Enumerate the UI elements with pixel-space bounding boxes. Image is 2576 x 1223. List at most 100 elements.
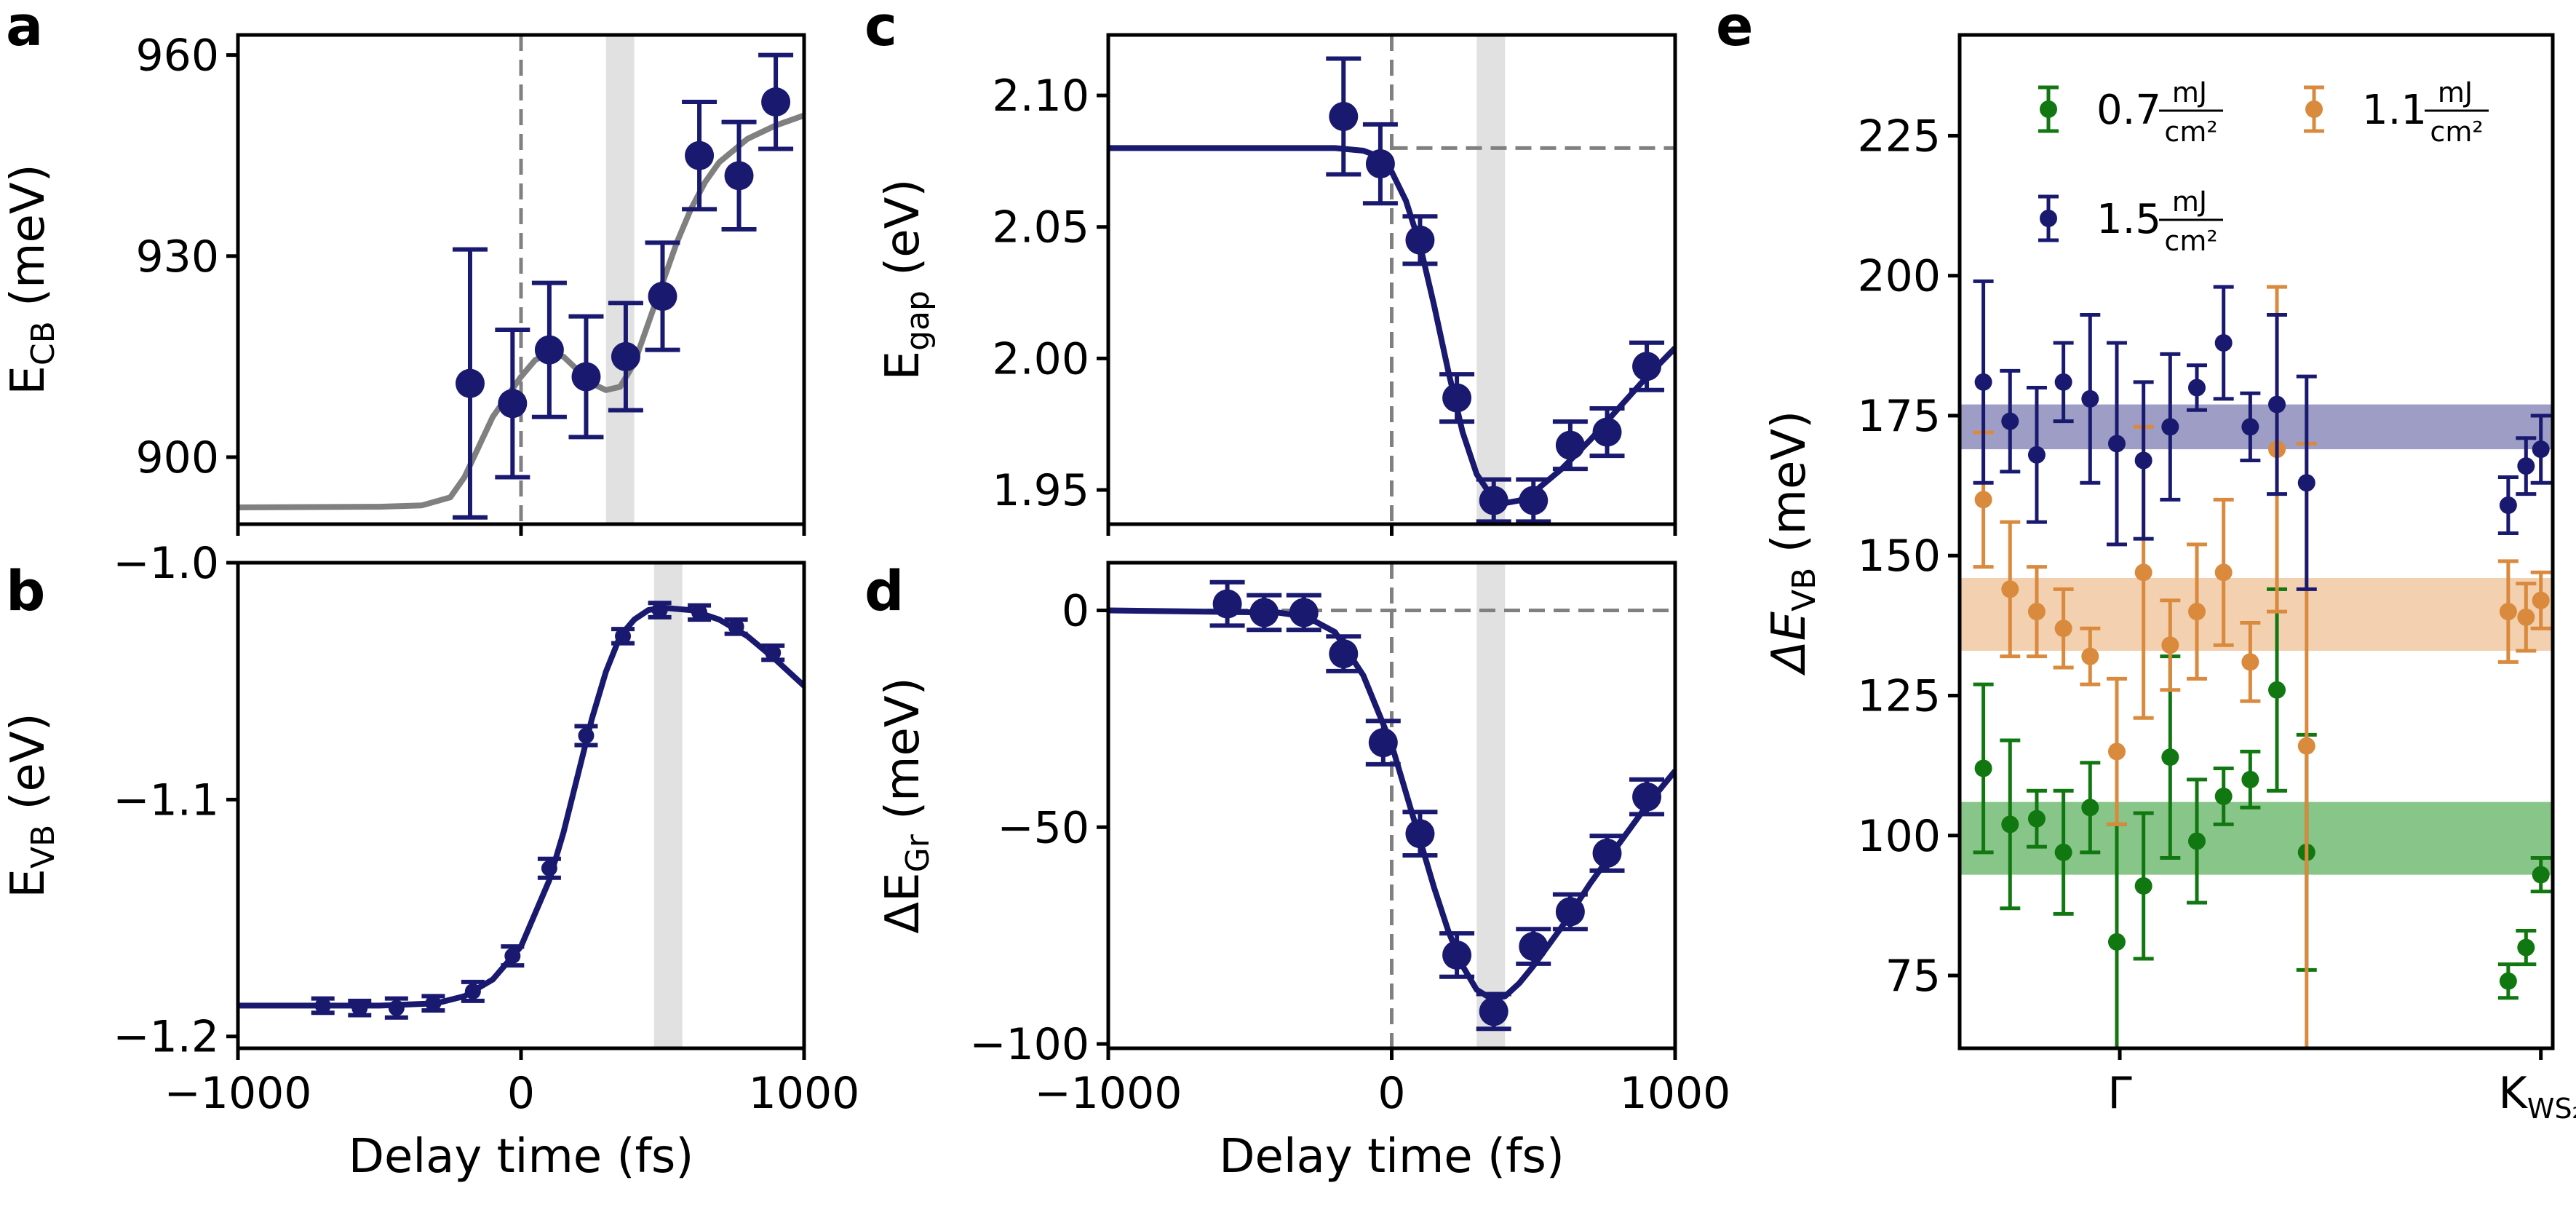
- data-point: [1592, 839, 1622, 868]
- data-point: [2532, 866, 2550, 884]
- legend-unit-numerator: mJ: [2172, 186, 2207, 218]
- legend-marker: [2040, 100, 2057, 118]
- series-2-point-13: [2497, 475, 2519, 535]
- series-2-point-9: [2213, 285, 2234, 401]
- y-axis-label-main: E: [1, 868, 55, 898]
- y-axis-label-unit: (eV): [1, 713, 55, 824]
- data-point: [2214, 563, 2233, 582]
- data-point: [2001, 580, 2019, 598]
- plot-area: [1108, 35, 1675, 524]
- series-1-point-9: [2213, 497, 2234, 647]
- point-12: [761, 643, 785, 662]
- y-tick-label: 200: [1857, 251, 1941, 302]
- data-point: [2188, 603, 2206, 621]
- series-1-point-4: [2080, 626, 2101, 686]
- data-point: [2001, 412, 2019, 430]
- series-0-point-1: [2000, 738, 2021, 911]
- data-point: [611, 341, 640, 371]
- plot-area: [1108, 563, 1675, 1048]
- y-axis-label: Egap (eV): [876, 179, 937, 381]
- data-point: [504, 948, 521, 965]
- legend-item-1: 1.1 mJ cm²: [2304, 76, 2489, 148]
- legend-unit-denominator: cm²: [2430, 116, 2483, 148]
- point-8: [611, 627, 635, 646]
- y-axis-label-unit: (meV): [876, 677, 930, 834]
- point-1: [495, 328, 530, 480]
- data-point: [1365, 149, 1395, 179]
- data-point: [2161, 748, 2179, 767]
- series-0-point-15: [2530, 856, 2551, 894]
- data-point: [351, 1000, 368, 1016]
- y-tick-label: 0: [1062, 586, 1089, 637]
- point-4: [1476, 477, 1511, 524]
- series-2-point-14: [2516, 436, 2537, 496]
- data-point: [541, 860, 557, 876]
- legend-item-0: 0.7 mJ cm²: [2038, 76, 2223, 148]
- data-point: [1974, 491, 1992, 509]
- legend-marker: [2040, 210, 2057, 227]
- x-tick-label-main: Γ: [2107, 1068, 2132, 1119]
- data-point: [2161, 418, 2179, 436]
- y-tick-label: 930: [135, 231, 219, 282]
- series-0-point-3: [2053, 788, 2074, 916]
- point-1: [1247, 593, 1282, 633]
- data-point: [2297, 474, 2315, 492]
- point-0: [1326, 56, 1361, 177]
- y-tick-label: 960: [135, 31, 219, 82]
- point-2: [1402, 214, 1438, 266]
- y-tick-label: −1.0: [113, 538, 219, 589]
- data-point: [2188, 379, 2206, 397]
- point-3: [1439, 372, 1475, 424]
- data-point: [724, 161, 754, 191]
- point-6: [1439, 931, 1475, 979]
- data-point: [651, 602, 668, 619]
- data-point: [1974, 759, 1992, 777]
- series-1-point-13: [2497, 559, 2519, 664]
- y-tick-label: −1.2: [113, 1012, 219, 1063]
- y-tick-label: 175: [1857, 391, 1941, 442]
- series-0-point-10: [2240, 749, 2261, 810]
- y-axis-label-unit: (eV): [876, 179, 930, 290]
- data-point: [2268, 395, 2286, 413]
- data-point: [1368, 728, 1398, 758]
- data-point: [1442, 940, 1472, 970]
- y-tick-label: 75: [1885, 951, 1941, 1002]
- y-tick-label: −1.1: [113, 775, 219, 826]
- legend-value: 0.7: [2096, 87, 2161, 134]
- point-8: [1516, 927, 1551, 966]
- legend-unit-denominator: cm²: [2164, 225, 2217, 257]
- point-5: [501, 944, 525, 968]
- data-point: [685, 140, 715, 170]
- y-axis-label-sub: VB: [1786, 568, 1823, 612]
- data-point: [1479, 486, 1508, 515]
- data-point: [1405, 819, 1435, 849]
- series-0-point-8: [2187, 777, 2207, 905]
- series-2-point-6: [2133, 380, 2154, 541]
- series-1-point-5: [2106, 676, 2127, 826]
- point-0: [1209, 579, 1245, 628]
- series-2-point-3: [2053, 341, 2074, 424]
- panel-c: 1.95 2.00 2.05 2.10 Egap (eV) c: [864, 0, 1677, 536]
- data-point: [765, 644, 782, 661]
- data-point: [1405, 225, 1435, 255]
- series-2-point-7: [2160, 352, 2181, 502]
- point-5: [645, 240, 680, 352]
- series-1-point-1: [2000, 520, 2021, 659]
- data-point: [2134, 876, 2152, 895]
- data-point: [2532, 440, 2550, 459]
- point-3: [568, 314, 604, 440]
- data-point: [578, 727, 595, 744]
- panel-b: −1.2 −1.1 −1.0 −1000 0 1000 Delay time (fs) EVB…: [1, 538, 859, 1184]
- data-point: [2188, 832, 2206, 850]
- data-point: [2214, 333, 2233, 352]
- legend-item-2: 1.5 mJ cm²: [2038, 186, 2223, 257]
- point-2: [1286, 593, 1321, 633]
- data-point: [2517, 457, 2535, 475]
- data-point: [728, 618, 744, 635]
- panel-letter: a: [6, 0, 43, 58]
- data-point: [1974, 373, 1992, 391]
- x-tick-label: −1000: [164, 1068, 312, 1119]
- point-9: [1552, 892, 1588, 932]
- series-1-point-7: [2160, 598, 2181, 692]
- average-band-1: [1960, 577, 2553, 651]
